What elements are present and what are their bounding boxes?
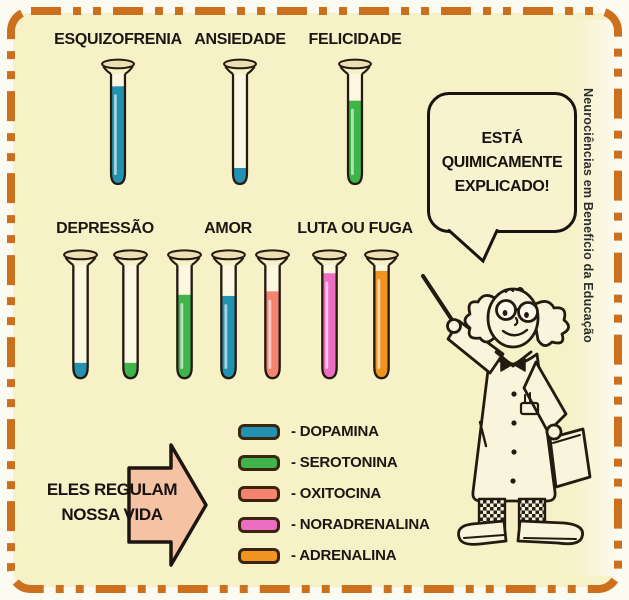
glasses-left-lens xyxy=(495,299,517,321)
test-tube-dopamine xyxy=(210,249,246,380)
pointer-stick-icon xyxy=(421,274,458,328)
test-tube-serotonin xyxy=(338,58,372,186)
test-tube-serotonin xyxy=(166,249,202,380)
legend-label: - SEROTONINA xyxy=(291,454,398,471)
tube-group-label: DEPRESSÃO xyxy=(56,220,154,237)
tubes-row xyxy=(98,58,138,191)
legend-swatch-adrenaline xyxy=(238,547,280,564)
legend-row-noradrenaline: - NORADRENALINA xyxy=(238,513,430,536)
legend: - DOPAMINA - SEROTONINA - OXITOCINA - NORAD… xyxy=(238,420,430,567)
tube-group-2: FELICIDADE xyxy=(295,29,415,191)
legend-swatch-oxytocin xyxy=(238,485,280,502)
legend-row-serotonin: - SEROTONINA xyxy=(238,451,430,474)
tube-group-5: LUTA OU FUGA xyxy=(288,218,422,387)
speech-bubble-tail xyxy=(447,229,499,264)
right-shoe xyxy=(516,519,584,546)
test-tube-adrenaline xyxy=(363,249,399,380)
legend-label: - NORADRENALINA xyxy=(291,516,430,533)
test-tube-dopamine xyxy=(101,58,135,186)
speech-bubble-line1: ESTÁ xyxy=(481,129,523,147)
arrow-caption-line2: NOSSA VIDA xyxy=(61,505,163,524)
tube-group-3: DEPRESSÃO xyxy=(40,218,170,387)
tube-group-label: FELICIDADE xyxy=(308,31,402,48)
tube-group-0: ESQUIZOFRENIA xyxy=(50,29,186,191)
tubes-row xyxy=(335,58,375,191)
credit-watermark: Neurociências em Benefício da Educação xyxy=(581,88,595,343)
hand xyxy=(446,318,462,334)
tube-group-4: AMOR xyxy=(160,218,296,387)
legend-row-dopamine: - DOPAMINA xyxy=(238,420,430,443)
left-shoe xyxy=(457,519,508,546)
legend-swatch-serotonin xyxy=(238,454,280,471)
legend-label: - ADRENALINA xyxy=(291,547,397,564)
arrow-caption: ELES REGULAM NOSSA VIDA xyxy=(30,477,194,527)
test-tube-noradrenaline xyxy=(311,249,347,380)
legend-label: - OXITOCINA xyxy=(291,485,382,502)
legend-swatch-noradrenaline xyxy=(238,516,280,533)
test-tube-serotonin xyxy=(112,249,148,380)
speech-bubble: ESTÁ QUIMICAMENTE EXPLICADO! xyxy=(427,92,577,233)
legend-label: - DOPAMINA xyxy=(291,423,379,440)
legend-row-oxytocin: - OXITOCINA xyxy=(238,482,430,505)
tubes-row xyxy=(60,247,151,387)
tubes-row xyxy=(220,58,260,191)
tube-group-label: AMOR xyxy=(204,220,252,237)
tube-group-1: ANSIEDADE xyxy=(180,29,300,191)
test-tube-dopamine xyxy=(62,249,98,380)
tube-group-label: LUTA OU FUGA xyxy=(297,220,413,237)
test-tube-dopamine xyxy=(223,58,257,186)
speech-bubble-line3: EXPLICADO! xyxy=(454,177,550,195)
glasses-right-lens xyxy=(517,301,539,323)
book-hand xyxy=(545,423,563,441)
tubes-row xyxy=(309,247,402,387)
legend-row-adrenaline: - ADRENALINA xyxy=(238,544,430,567)
scientist-cartoon xyxy=(421,274,592,546)
legend-swatch-dopamine xyxy=(238,423,280,440)
tubes-row xyxy=(164,247,293,387)
arrow-caption-line1: ELES REGULAM xyxy=(46,480,178,499)
tube-group-label: ESQUIZOFRENIA xyxy=(54,31,182,48)
speech-bubble-line2: QUIMICAMENTE xyxy=(441,153,563,171)
tube-group-label: ANSIEDADE xyxy=(194,31,286,48)
test-tube-oxytocin xyxy=(254,249,290,380)
